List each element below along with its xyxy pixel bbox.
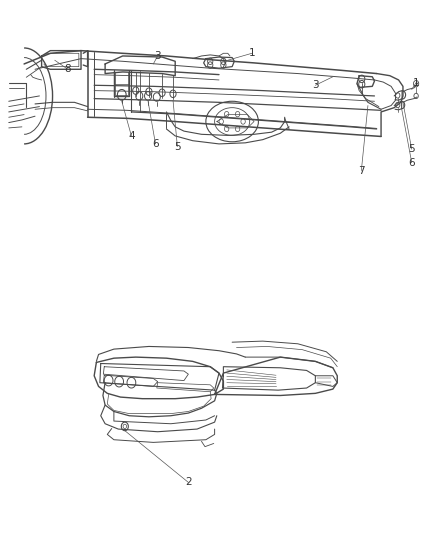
Text: 5: 5 bbox=[408, 144, 415, 154]
Text: 6: 6 bbox=[152, 139, 159, 149]
Text: 8: 8 bbox=[64, 64, 71, 74]
Text: 4: 4 bbox=[128, 131, 135, 141]
Text: 6: 6 bbox=[408, 158, 415, 167]
Text: 7: 7 bbox=[358, 166, 365, 175]
Text: 5: 5 bbox=[174, 142, 181, 151]
Text: 2: 2 bbox=[185, 478, 192, 487]
Text: 1: 1 bbox=[413, 78, 420, 87]
Text: 3: 3 bbox=[312, 80, 319, 90]
Text: 3: 3 bbox=[154, 51, 161, 61]
Text: 1: 1 bbox=[248, 49, 255, 58]
